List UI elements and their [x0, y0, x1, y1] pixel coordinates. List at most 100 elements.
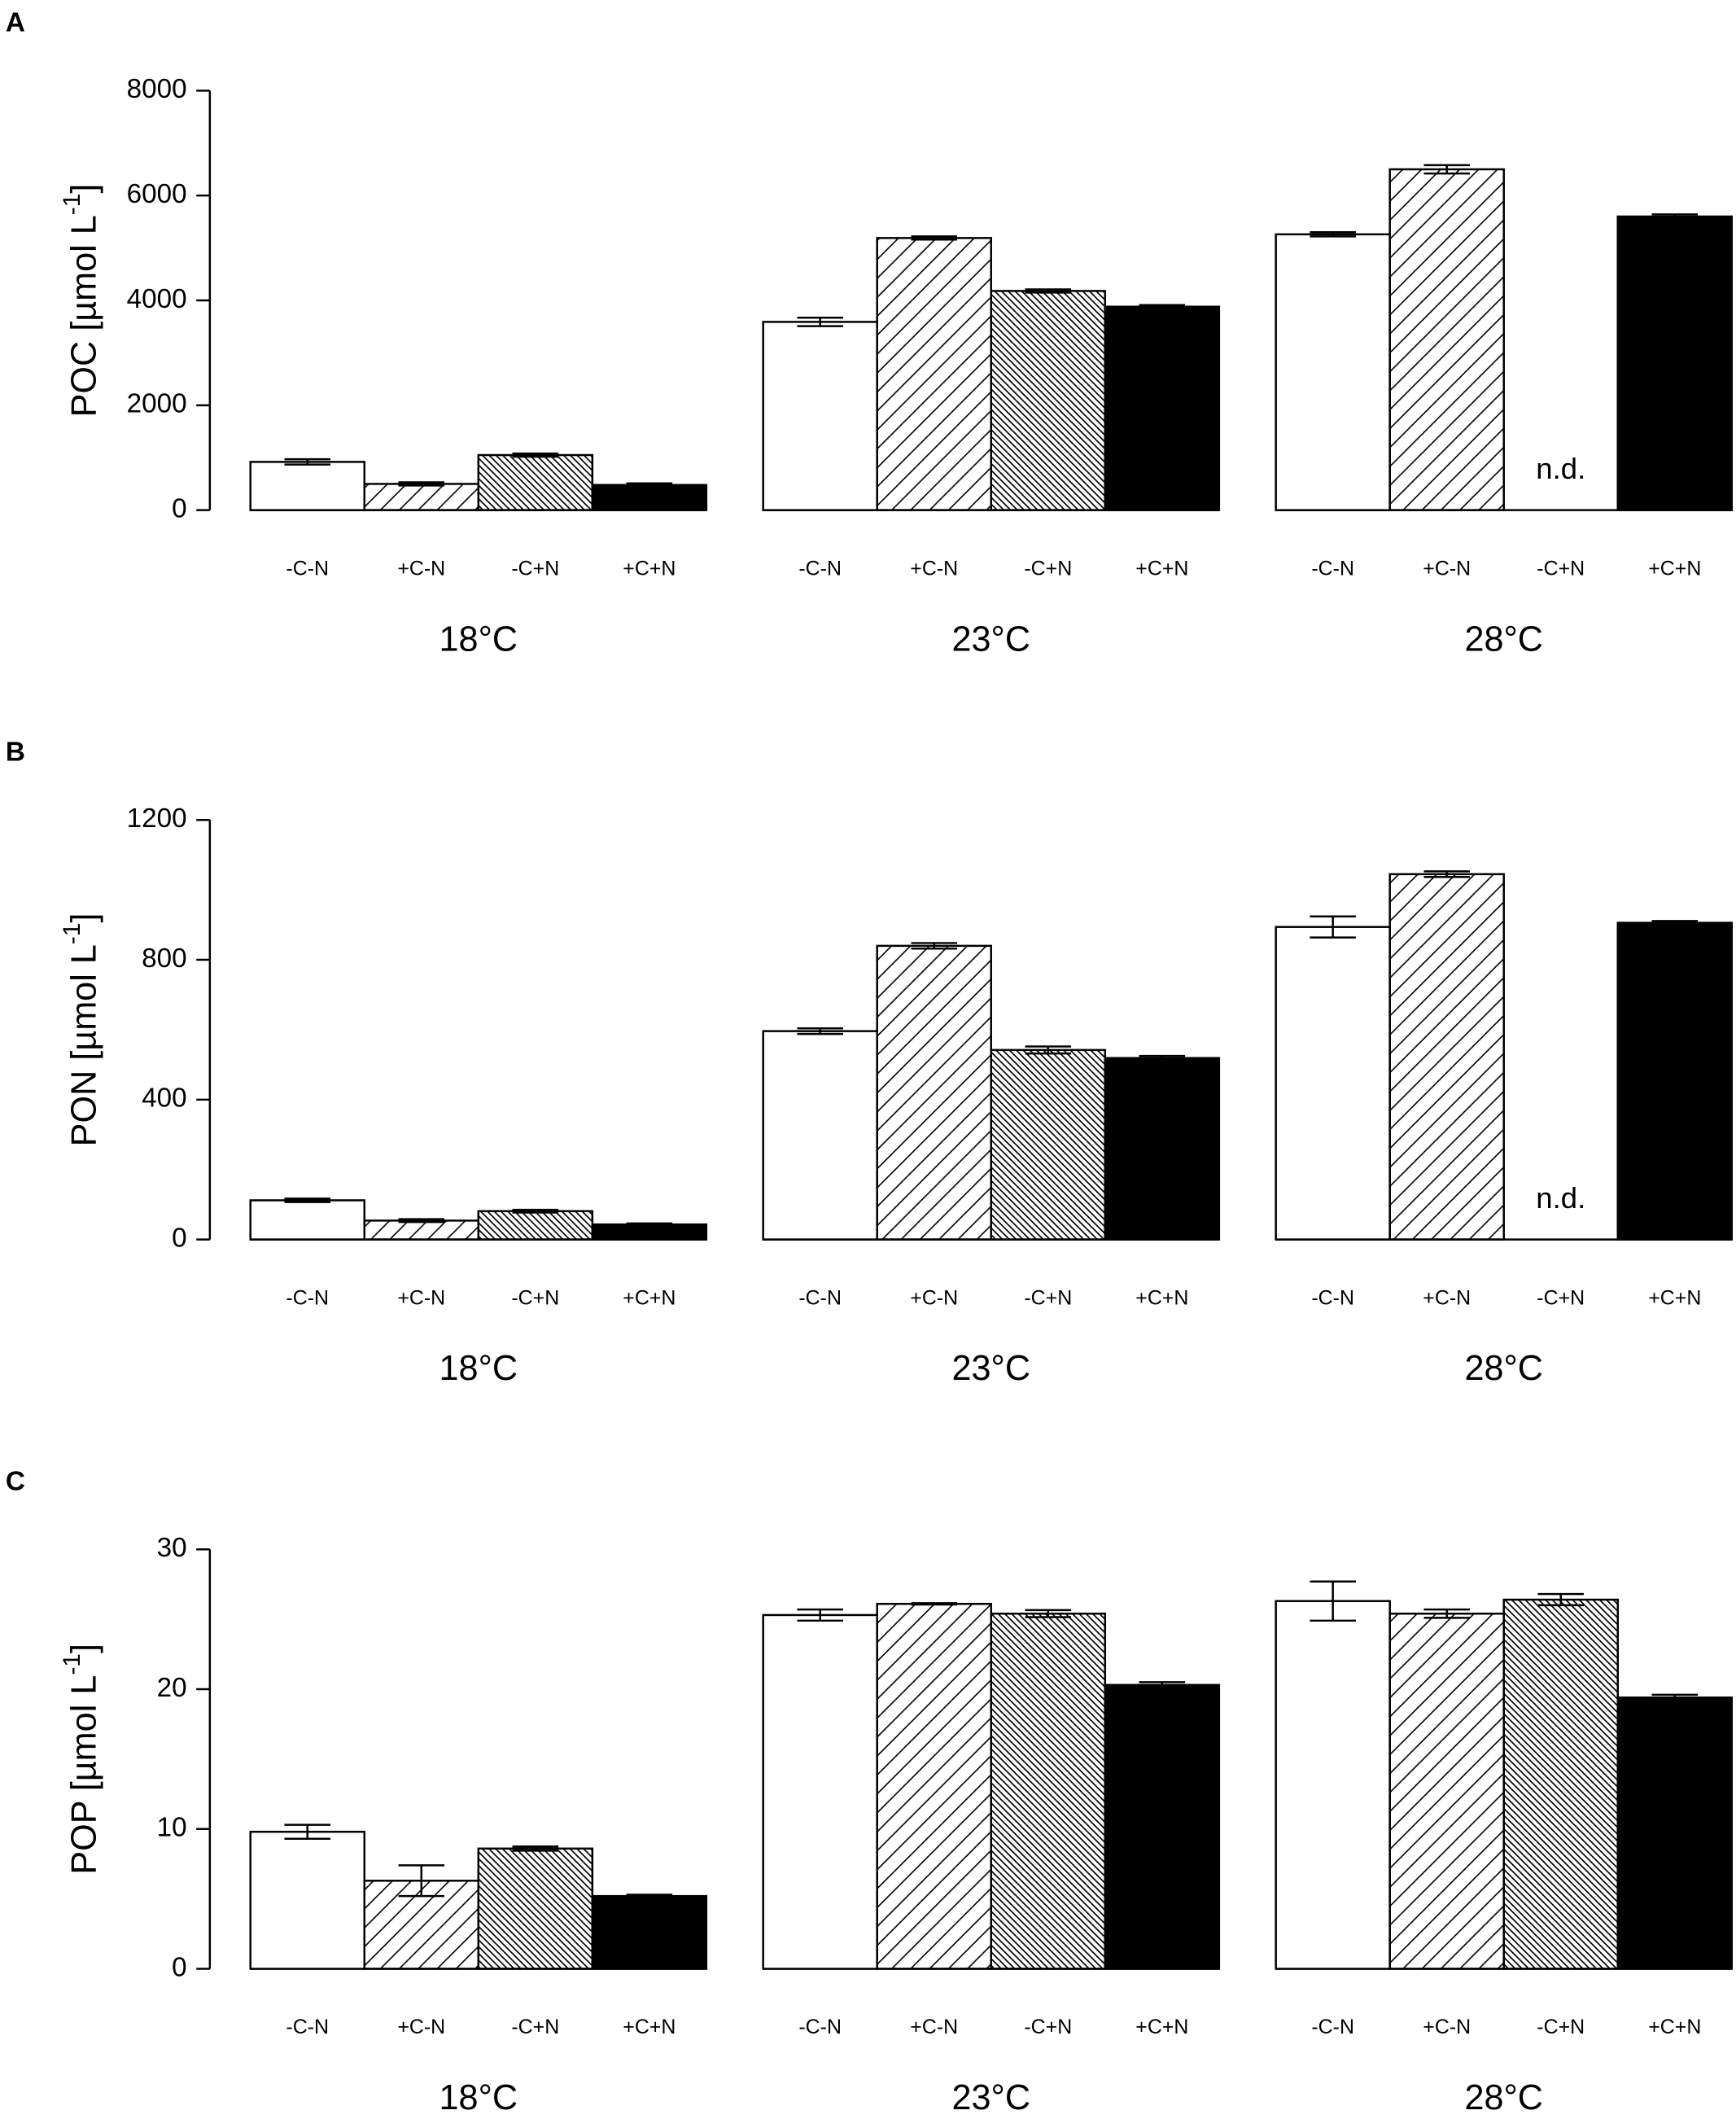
bar	[1616, 215, 1734, 511]
bar	[1104, 305, 1221, 511]
bar-label: +C-N	[910, 557, 958, 580]
bar-label: +C+N	[1648, 1286, 1701, 1309]
bar-label: -C+N	[1537, 2016, 1585, 2038]
bar	[1275, 926, 1391, 1241]
bar	[762, 321, 878, 511]
bar	[990, 1049, 1107, 1241]
y-axis-label: POC [µmol L-1]	[59, 184, 104, 418]
bar	[1616, 1697, 1734, 1970]
bar	[249, 1830, 365, 1970]
bar-label: +C+N	[623, 557, 676, 580]
bar-label: -C+N	[511, 1286, 559, 1309]
group-label: 18°C	[439, 620, 518, 659]
y-tick-label: 6000	[127, 179, 187, 209]
group-label: 18°C	[439, 1349, 518, 1388]
y-axis-label-part: POP [µmol L	[65, 1675, 104, 1875]
bar-label: -C-N	[1311, 1286, 1354, 1309]
group-label: 23°C	[951, 2078, 1030, 2117]
bar	[1275, 1600, 1391, 1970]
y-tick-label: 20	[157, 1673, 187, 1703]
panel-label: C	[6, 1467, 25, 1497]
bar-label: +C-N	[397, 2016, 445, 2038]
y-tick-label: 4000	[127, 284, 187, 314]
y-axis-label-part: -1	[59, 1653, 85, 1675]
y-axis-label-part: ]	[65, 184, 104, 194]
bar	[591, 1894, 708, 1970]
bar	[477, 1210, 594, 1241]
bar-label: -C-N	[286, 1286, 329, 1309]
bar-label: +C+N	[623, 1286, 676, 1309]
bar-label: -C-N	[798, 2016, 842, 2038]
group-label: 28°C	[1464, 2078, 1543, 2117]
bar	[249, 1199, 365, 1241]
annotation: n.d.	[1536, 452, 1585, 485]
bar	[1275, 233, 1391, 511]
panel-label: B	[6, 738, 25, 768]
bar	[249, 461, 365, 511]
bar	[990, 290, 1107, 511]
bar-label: +C+N	[1135, 1286, 1188, 1309]
bar-label: -C-N	[286, 2016, 329, 2038]
bar	[1388, 1612, 1505, 1970]
y-tick-label: 10	[157, 1813, 187, 1843]
bar	[1502, 1598, 1620, 1970]
y-tick-label: 8000	[127, 74, 187, 104]
group-label: 18°C	[439, 2078, 518, 2117]
bar	[477, 1847, 594, 1970]
bar	[477, 453, 594, 511]
bar-label: -C+N	[1024, 1286, 1072, 1309]
bar-label: -C+N	[1024, 557, 1072, 580]
y-axis-label-part: ]	[65, 1644, 104, 1653]
y-tick-label: 0	[172, 1952, 186, 1982]
y-axis-label-part: -1	[59, 923, 85, 945]
group-label: 23°C	[951, 1349, 1030, 1388]
y-axis-label-part: PON [µmol L	[65, 944, 104, 1146]
bar-label: +C-N	[397, 1286, 445, 1309]
bar	[1388, 168, 1505, 511]
bar	[363, 483, 480, 511]
bar	[762, 1030, 878, 1241]
bar	[876, 1602, 993, 1970]
group-label: 28°C	[1464, 1349, 1543, 1388]
bar-label: +C+N	[1648, 557, 1701, 580]
annotation: n.d.	[1536, 1181, 1585, 1215]
bar	[762, 1613, 878, 1970]
y-tick-label: 0	[172, 493, 186, 523]
bar	[1616, 922, 1734, 1241]
bar-label: -C+N	[511, 2016, 559, 2038]
bar	[1104, 1683, 1221, 1970]
bar	[591, 484, 708, 511]
y-axis-label-part: -1	[59, 194, 85, 216]
bar-label: +C-N	[397, 557, 445, 580]
bar-label: -C-N	[798, 1286, 842, 1309]
bar	[990, 1612, 1107, 1970]
group-label: 28°C	[1464, 620, 1543, 659]
bar-label: -C-N	[286, 557, 329, 580]
bar-label: -C+N	[1537, 1286, 1585, 1309]
bar	[876, 944, 993, 1241]
bar-label: -C+N	[1537, 557, 1585, 580]
y-tick-label: 0	[172, 1223, 186, 1253]
bar	[876, 237, 993, 511]
y-axis-label-part: ]	[65, 913, 104, 923]
bar	[1104, 1057, 1221, 1241]
y-tick-label: 2000	[127, 389, 187, 419]
bar-label: +C-N	[1423, 1286, 1471, 1309]
y-axis-label: PON [µmol L-1]	[59, 913, 104, 1147]
bar-label: -C-N	[798, 557, 842, 580]
bar-label: +C+N	[1648, 2016, 1701, 2038]
bar	[591, 1223, 708, 1241]
y-axis-label: POP [µmol L-1]	[59, 1644, 104, 1875]
panel-label: A	[6, 8, 25, 38]
bar-label: +C-N	[910, 2016, 958, 2038]
bar-label: +C+N	[623, 2016, 676, 2038]
bar-label: +C-N	[1423, 2016, 1471, 2038]
y-tick-label: 800	[142, 943, 186, 974]
bar-label: +C-N	[1423, 557, 1471, 580]
y-axis-label-part: POC [µmol L	[65, 215, 104, 417]
bar-label: -C-N	[1311, 2016, 1354, 2038]
bar	[363, 1219, 480, 1241]
bar-label: +C+N	[1135, 2016, 1188, 2038]
y-tick-label: 30	[157, 1533, 187, 1563]
